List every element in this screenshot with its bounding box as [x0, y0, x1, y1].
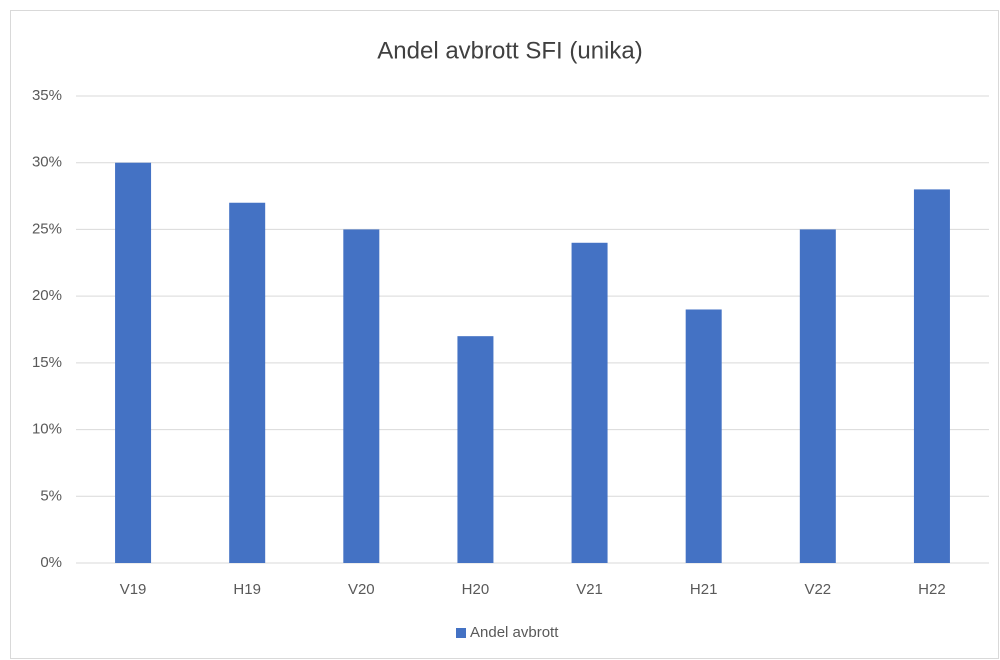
bar — [685, 309, 722, 563]
chart-border — [10, 10, 999, 659]
y-tick-label: 30% — [32, 154, 62, 171]
chart-title: Andel avbrott SFI (unika) — [377, 37, 642, 64]
x-tick-label: H22 — [918, 581, 946, 598]
bar — [115, 162, 152, 563]
x-tick-label: V19 — [120, 581, 147, 598]
legend-swatch — [456, 628, 466, 638]
y-tick-label: 0% — [40, 554, 62, 571]
x-tick-label: V21 — [576, 581, 603, 598]
y-tick-label: 35% — [32, 87, 62, 104]
y-tick-label: 5% — [40, 487, 62, 504]
y-tick-label: 25% — [32, 220, 62, 237]
x-tick-label: H21 — [690, 581, 718, 598]
bar — [913, 189, 950, 563]
x-tick-label: H19 — [233, 581, 261, 598]
bar — [229, 202, 266, 563]
bar — [343, 229, 380, 563]
x-tick-label: V20 — [348, 581, 375, 598]
y-tick-label: 10% — [32, 421, 62, 438]
x-tick-label: H20 — [462, 581, 490, 598]
bar — [799, 229, 836, 563]
x-tick-label: V22 — [804, 581, 831, 598]
legend-label: Andel avbrott — [470, 624, 559, 641]
bar — [571, 242, 608, 563]
bar — [457, 336, 494, 563]
y-tick-label: 15% — [32, 354, 62, 371]
y-tick-label: 20% — [32, 287, 62, 304]
